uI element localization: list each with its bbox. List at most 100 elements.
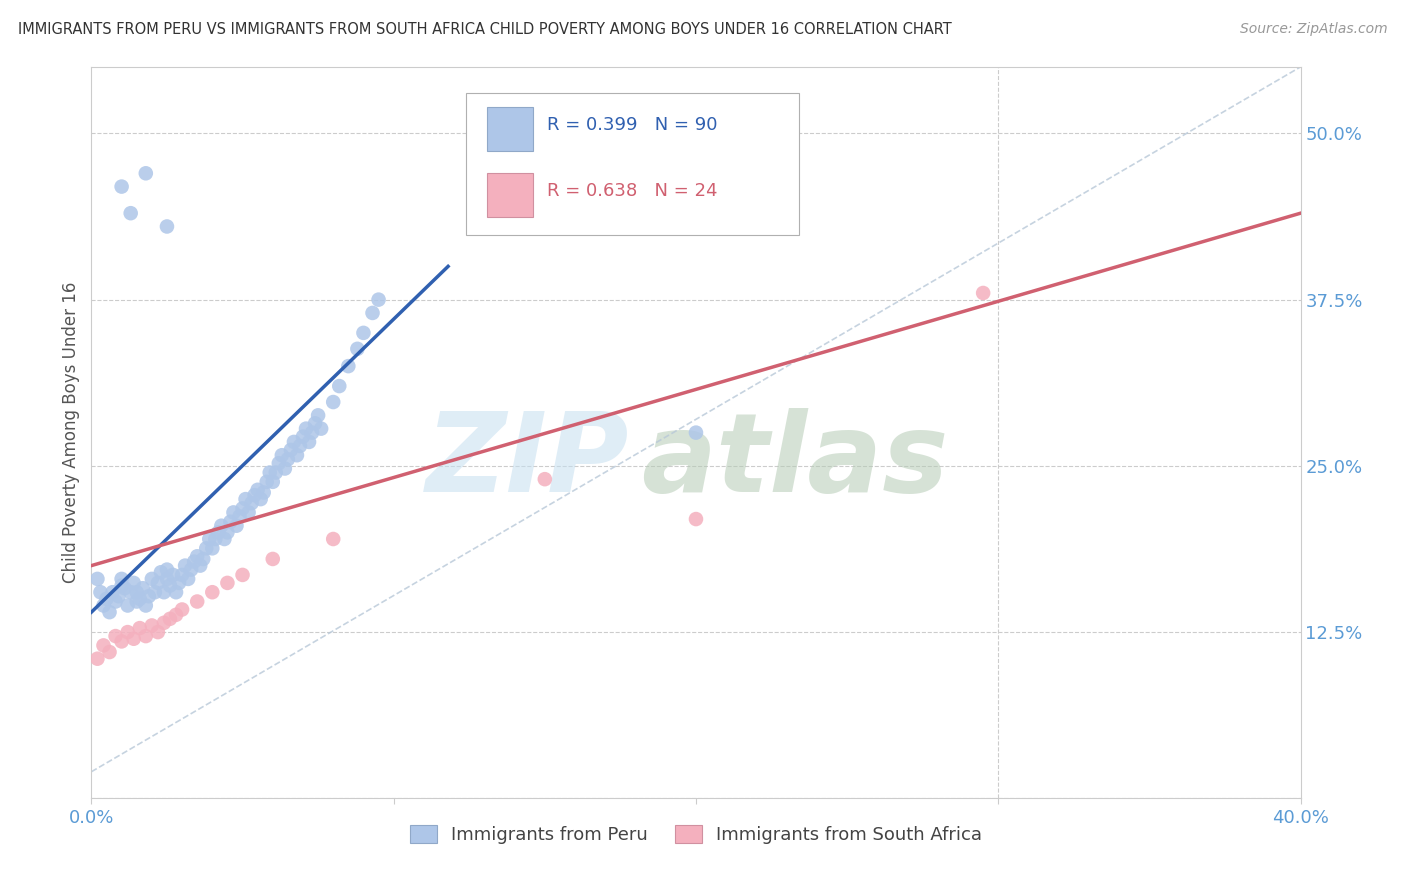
Point	[104, 629, 127, 643]
Point	[280, 442, 302, 457]
Point	[214, 532, 236, 546]
Point	[301, 425, 323, 440]
Point	[167, 575, 190, 590]
Point	[217, 525, 239, 540]
Point	[156, 219, 179, 234]
Point	[165, 585, 187, 599]
Legend: Immigrants from Peru, Immigrants from South Africa: Immigrants from Peru, Immigrants from So…	[402, 818, 990, 852]
Point	[89, 585, 111, 599]
Point	[159, 578, 181, 592]
Point	[111, 572, 132, 586]
Point	[256, 475, 278, 489]
Point	[201, 541, 224, 556]
Point	[143, 585, 166, 599]
Text: IMMIGRANTS FROM PERU VS IMMIGRANTS FROM SOUTH AFRICA CHILD POVERTY AMONG BOYS UN: IMMIGRANTS FROM PERU VS IMMIGRANTS FROM …	[18, 22, 952, 37]
Point	[367, 293, 389, 307]
Point	[120, 585, 142, 599]
Point	[277, 452, 299, 467]
Point	[120, 206, 142, 220]
Point	[174, 558, 197, 573]
Point	[98, 605, 121, 619]
FancyBboxPatch shape	[467, 93, 799, 235]
Point	[128, 591, 150, 606]
Point	[307, 409, 329, 423]
Point	[86, 651, 108, 665]
Point	[86, 572, 108, 586]
Point	[222, 505, 245, 519]
Point	[141, 618, 163, 632]
Point	[352, 326, 374, 340]
Point	[122, 632, 145, 646]
Point	[238, 505, 260, 519]
Point	[132, 581, 155, 595]
Point	[270, 448, 292, 462]
Point	[153, 585, 176, 599]
Text: ZIP: ZIP	[426, 409, 630, 516]
Point	[195, 541, 218, 556]
Text: Source: ZipAtlas.com: Source: ZipAtlas.com	[1240, 22, 1388, 37]
Point	[219, 515, 242, 529]
Point	[201, 585, 224, 599]
FancyBboxPatch shape	[486, 173, 533, 217]
Point	[225, 518, 247, 533]
Point	[262, 475, 284, 489]
Point	[262, 552, 284, 566]
Point	[141, 572, 163, 586]
Point	[186, 549, 208, 564]
Point	[304, 417, 326, 431]
Point	[188, 558, 211, 573]
Point	[685, 512, 707, 526]
Point	[292, 429, 315, 443]
Text: atlas: atlas	[641, 409, 949, 516]
Point	[172, 568, 194, 582]
Point	[322, 395, 344, 409]
Point	[177, 572, 200, 586]
Point	[111, 179, 132, 194]
Point	[107, 589, 129, 603]
Point	[101, 585, 124, 599]
Point	[138, 589, 160, 603]
Point	[146, 575, 169, 590]
Point	[267, 456, 290, 470]
Point	[283, 434, 305, 449]
Point	[93, 639, 115, 653]
Point	[135, 599, 157, 613]
Point	[93, 599, 115, 613]
Point	[122, 575, 145, 590]
Point	[183, 555, 205, 569]
Point	[346, 342, 368, 356]
Point	[186, 594, 208, 608]
Y-axis label: Child Poverty Among Boys Under 16: Child Poverty Among Boys Under 16	[62, 282, 80, 583]
Point	[274, 461, 297, 475]
Point	[128, 621, 150, 635]
Point	[135, 166, 157, 180]
Point	[246, 483, 269, 497]
Point	[165, 607, 187, 622]
Point	[98, 645, 121, 659]
Point	[288, 439, 311, 453]
FancyBboxPatch shape	[486, 107, 533, 151]
Point	[337, 359, 360, 373]
Point	[117, 599, 139, 613]
Point	[207, 525, 229, 540]
Point	[217, 575, 239, 590]
Point	[249, 492, 271, 507]
Point	[298, 434, 321, 449]
Text: R = 0.399   N = 90: R = 0.399 N = 90	[547, 117, 717, 135]
Point	[309, 422, 332, 436]
Point	[243, 488, 266, 502]
Point	[111, 578, 132, 592]
Point	[180, 563, 202, 577]
Point	[198, 532, 221, 546]
Point	[231, 501, 253, 516]
Point	[96, 591, 118, 606]
Point	[253, 485, 276, 500]
Point	[125, 585, 148, 599]
Point	[149, 566, 172, 580]
Point	[162, 568, 184, 582]
Point	[159, 612, 181, 626]
Point	[264, 466, 287, 480]
Point	[156, 563, 179, 577]
Point	[111, 634, 132, 648]
Point	[153, 615, 176, 630]
